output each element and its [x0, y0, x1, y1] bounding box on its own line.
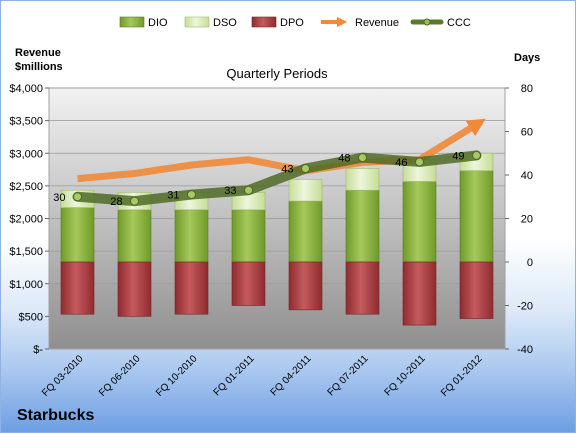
category-label: FQ 04-2011	[269, 353, 314, 398]
legend-swatch-dio	[119, 16, 145, 28]
right-tick-label: 0	[527, 257, 533, 269]
category-label: FQ 10-2011	[383, 353, 428, 398]
ccc-point	[472, 150, 481, 160]
bar-dso	[288, 179, 323, 202]
left-tick-label: $3,500	[9, 116, 43, 128]
bar-dio	[117, 209, 152, 263]
bar-dio	[60, 207, 95, 263]
category-label: FQ 01-2011	[212, 353, 257, 398]
ccc-point	[358, 153, 367, 163]
bar-dio	[288, 200, 323, 263]
legend-label-dso: DSO	[213, 17, 237, 29]
legend-label-revenue: Revenue	[355, 17, 399, 29]
left-tick-label: $4,000	[9, 83, 43, 95]
ccc-data-label: 28	[110, 196, 122, 208]
bar-dso	[345, 168, 380, 191]
left-tick-label: $-	[33, 344, 43, 356]
left-axis-label-line1: Revenue	[15, 47, 61, 59]
ccc-data-label: 33	[224, 185, 236, 197]
ccc-data-label: 48	[338, 153, 350, 165]
ccc-point	[130, 196, 139, 206]
ccc-point	[73, 192, 82, 202]
right-tick-label: 60	[521, 127, 533, 139]
bar-dio	[402, 181, 437, 263]
ccc-data-label: 49	[452, 150, 464, 162]
ccc-data-label: 31	[167, 190, 179, 202]
ccc-line: 30 28 31 33 43 48 46 49	[53, 150, 482, 208]
bar-dpo	[117, 261, 152, 317]
bar-dpo	[288, 261, 323, 311]
ccc-data-label: 43	[281, 163, 293, 175]
category-label: FQ 07-2011	[326, 353, 371, 398]
left-tick-label: $3,000	[9, 148, 43, 160]
bars	[60, 152, 494, 326]
ccc-point	[415, 157, 424, 167]
left-tick-label: $500	[19, 311, 43, 323]
bar-dpo	[459, 261, 494, 319]
ccc-data-label: 30	[53, 192, 65, 204]
bar-dpo	[231, 261, 266, 306]
left-tick-label: $2,000	[9, 214, 43, 226]
right-axis-label: Days	[514, 52, 540, 64]
ccc-point	[301, 163, 310, 173]
category-label: FQ 06-2010	[97, 353, 143, 399]
ccc-data-label: 46	[395, 157, 407, 169]
bar-dio	[174, 209, 209, 263]
ccc-point	[187, 190, 196, 200]
right-tick-label: -20	[517, 301, 533, 313]
legend-swatch-dso	[184, 16, 210, 28]
legend-label-dpo: DPO	[280, 17, 304, 29]
right-tick-label: 40	[521, 170, 533, 182]
bar-dio	[345, 189, 380, 263]
legend-label-dio: DIO	[148, 17, 168, 29]
category-label: FQ 01-2012	[439, 353, 485, 399]
left-tick-label: $1,000	[9, 279, 43, 291]
category-label: FQ 03-2010	[40, 353, 86, 399]
left-tick-label: $2,500	[9, 181, 43, 193]
legend: DIO DSO DPO Revenue CCC	[119, 16, 471, 29]
legend-swatch-dpo	[251, 16, 277, 28]
ccc-point	[244, 185, 253, 195]
left-tick-label: $1,500	[9, 246, 43, 258]
left-axis-label-line2: $millions	[15, 61, 63, 73]
right-tick-label: -40	[517, 344, 533, 356]
legend-label-ccc: CCC	[447, 17, 471, 29]
footer-title: Starbucks	[17, 407, 94, 424]
bar-dio	[231, 209, 266, 263]
right-tick-label: 80	[521, 83, 533, 95]
bar-dio	[459, 170, 494, 263]
bar-dpo	[60, 261, 95, 315]
category-label: FQ 10-2010	[154, 353, 200, 399]
bar-dpo	[402, 261, 437, 326]
bar-dpo	[174, 261, 209, 315]
chart-title: Quarterly Periods	[226, 66, 328, 81]
bar-dpo	[345, 261, 380, 315]
right-tick-label: 20	[521, 214, 533, 226]
legend-swatch-ccc-marker	[423, 18, 431, 26]
ccc-polyline	[72, 150, 482, 207]
